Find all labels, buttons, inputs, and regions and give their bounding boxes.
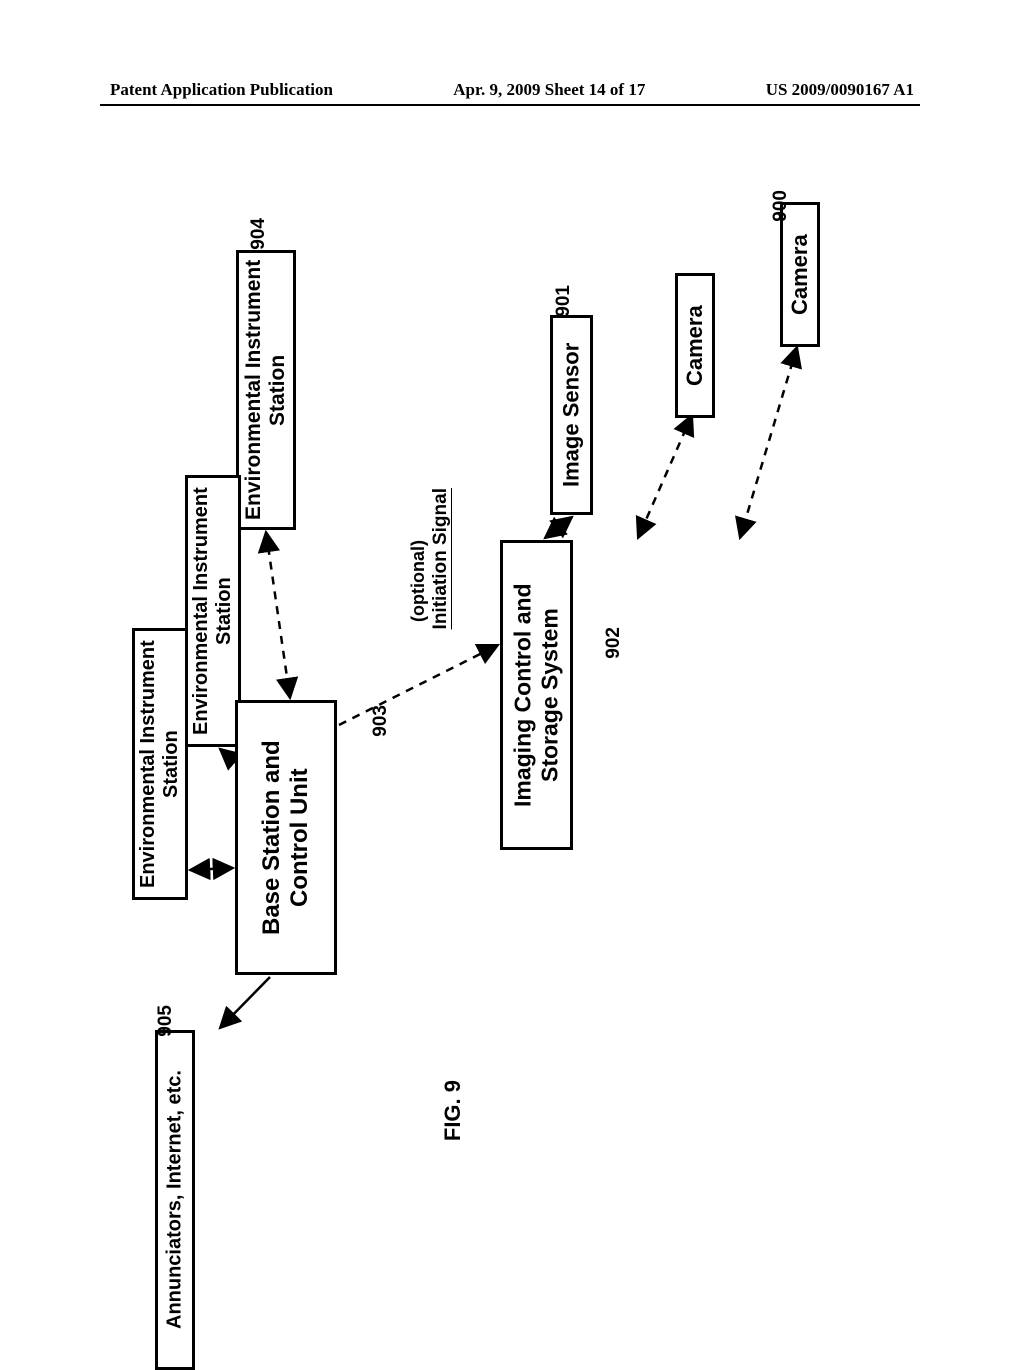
ref-900: 900 [770, 190, 792, 222]
header-rule [100, 104, 920, 106]
figure-caption: FIG. 9 [440, 1080, 466, 1141]
node-label: Environmental Instrument Station [242, 253, 290, 527]
node-label: Environmental Instrument Station [137, 631, 183, 897]
page-header: Patent Application Publication Apr. 9, 2… [0, 80, 1024, 100]
edge-base-annun [220, 977, 270, 1028]
label-optional: (optional) [408, 540, 429, 622]
ref-903: 903 [370, 705, 392, 737]
node-annunciators: Annunciators, Internet, etc. [155, 1030, 195, 1370]
node-image-sensor: Image Sensor [550, 315, 593, 515]
node-camera-1: Camera [675, 273, 715, 418]
node-label: Imaging Control and Storage System [510, 543, 564, 847]
edge-base-imaging [339, 645, 498, 725]
node-env-station-1: Environmental Instrument Station [236, 250, 296, 530]
label-initiation-signal: Initiation Signal [430, 488, 452, 629]
figure-9: Environmental Instrument Station Environ… [100, 150, 920, 1200]
edge-cam1-imaging [638, 415, 692, 538]
header-right: US 2009/0090167 A1 [766, 80, 914, 100]
ref-904: 904 [248, 218, 270, 250]
ref-905: 905 [155, 1005, 177, 1037]
edge-imgsens-imaging [545, 517, 572, 538]
node-base-station: Base Station and Control Unit [235, 700, 337, 975]
header-left: Patent Application Publication [110, 80, 333, 100]
node-label: Image Sensor [559, 343, 585, 487]
edge-cam2-imaging [740, 347, 797, 538]
node-camera-2: Camera [780, 202, 820, 347]
node-label: Camera [787, 234, 813, 315]
node-imaging-control: Imaging Control and Storage System [500, 540, 573, 850]
node-label: Environmental Instrument Station [190, 478, 236, 744]
ref-902: 902 [603, 627, 625, 659]
edge-env3-base [190, 868, 233, 870]
node-env-station-2: Environmental Instrument Station [185, 475, 241, 747]
edge-env1-base [266, 532, 290, 698]
node-env-station-3: Environmental Instrument Station [132, 628, 188, 900]
ref-901: 901 [553, 285, 575, 317]
node-label: Annunciators, Internet, etc. [164, 1071, 187, 1330]
header-mid: Apr. 9, 2009 Sheet 14 of 17 [453, 80, 645, 100]
node-label: Camera [682, 305, 708, 386]
node-label: Base Station and Control Unit [258, 703, 314, 972]
